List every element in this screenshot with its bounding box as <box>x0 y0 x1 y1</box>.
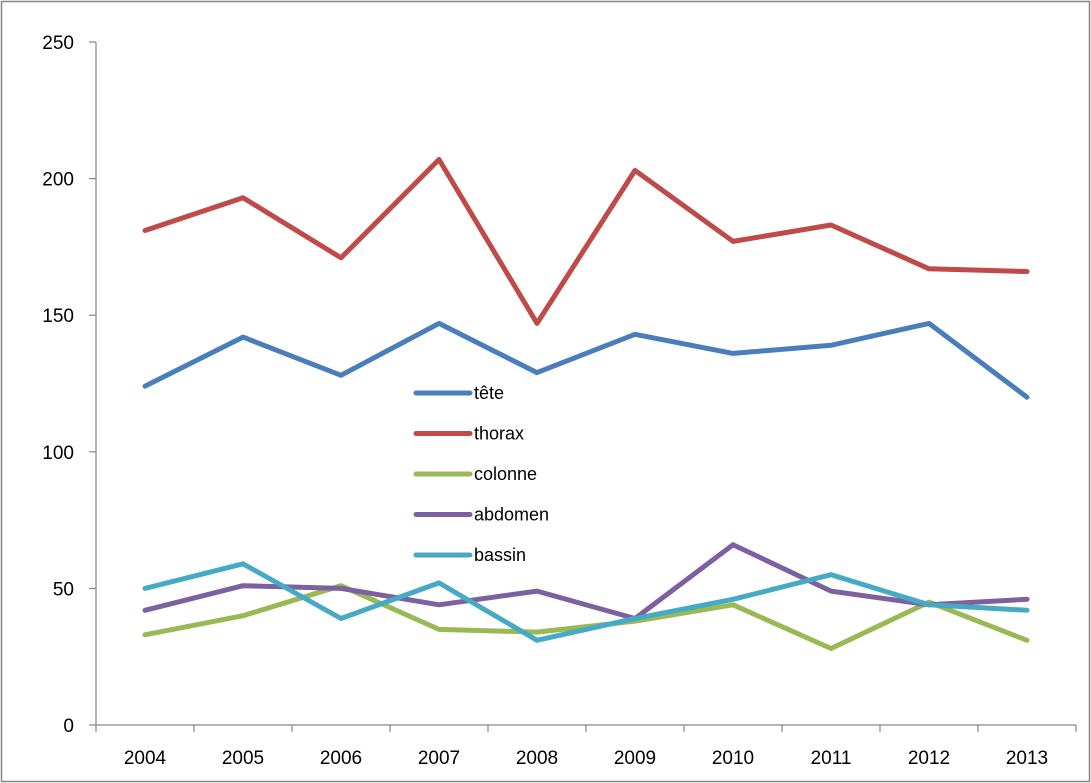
series-line-colonne <box>142 583 1030 651</box>
series-line-abdomen <box>142 542 1030 621</box>
y-tick-label: 0 <box>63 716 74 737</box>
x-tick-label: 2006 <box>320 748 362 769</box>
x-tick-label: 2004 <box>124 748 167 769</box>
legend-label-abdomen: abdomen <box>474 505 549 525</box>
y-tick-label: 50 <box>53 579 74 600</box>
x-tick-label: 2013 <box>1006 748 1048 769</box>
series-lines <box>142 157 1030 651</box>
legend-label-tete: tête <box>474 383 504 403</box>
axes: 0 50 100 150 200 250 2004 2005 2006 2007 2008 2009 2… <box>42 33 1077 769</box>
legend: tête thorax colonne abdomen bassin <box>413 383 549 565</box>
x-tick-label: 2009 <box>614 748 656 769</box>
y-tick-label: 150 <box>42 306 74 327</box>
x-tick-label: 2008 <box>516 748 558 769</box>
x-tick-label: 2012 <box>908 748 950 769</box>
x-tick-label: 2011 <box>811 748 852 769</box>
y-tick-label: 250 <box>42 33 74 54</box>
legend-label-colonne: colonne <box>474 464 537 484</box>
series-line-bassin <box>142 561 1030 643</box>
legend-label-bassin: bassin <box>474 545 526 565</box>
x-tick-label: 2010 <box>712 748 754 769</box>
legend-label-thorax: thorax <box>474 424 524 444</box>
y-tick-label: 100 <box>42 443 74 464</box>
series-line-thorax <box>142 157 1030 326</box>
x-tick-label: 2005 <box>222 748 264 769</box>
x-tick-label: 2007 <box>418 748 460 769</box>
y-tick-label: 200 <box>42 170 74 191</box>
series-line-tete <box>142 320 1030 400</box>
